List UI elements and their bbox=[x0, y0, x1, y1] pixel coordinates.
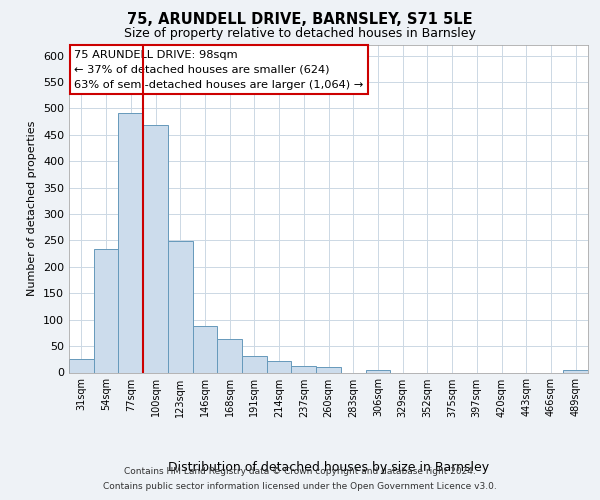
Bar bbox=[267, 361, 292, 372]
Bar bbox=[118, 113, 143, 372]
Text: Contains HM Land Registry data © Crown copyright and database right 2024.: Contains HM Land Registry data © Crown c… bbox=[124, 467, 476, 476]
Bar bbox=[242, 356, 267, 372]
Bar bbox=[316, 367, 341, 372]
X-axis label: Distribution of detached houses by size in Barnsley: Distribution of detached houses by size … bbox=[168, 461, 489, 474]
Bar bbox=[365, 370, 390, 372]
Y-axis label: Number of detached properties: Number of detached properties bbox=[28, 121, 37, 296]
Bar bbox=[143, 125, 168, 372]
Text: 75 ARUNDELL DRIVE: 98sqm
← 37% of detached houses are smaller (624)
63% of semi-: 75 ARUNDELL DRIVE: 98sqm ← 37% of detach… bbox=[74, 50, 364, 90]
Text: Contains public sector information licensed under the Open Government Licence v3: Contains public sector information licen… bbox=[103, 482, 497, 491]
Text: 75, ARUNDELL DRIVE, BARNSLEY, S71 5LE: 75, ARUNDELL DRIVE, BARNSLEY, S71 5LE bbox=[127, 12, 473, 28]
Bar bbox=[69, 360, 94, 372]
Bar bbox=[94, 250, 118, 372]
Bar bbox=[217, 339, 242, 372]
Bar bbox=[193, 326, 217, 372]
Bar bbox=[563, 370, 588, 372]
Bar bbox=[168, 241, 193, 372]
Bar bbox=[292, 366, 316, 372]
Text: Size of property relative to detached houses in Barnsley: Size of property relative to detached ho… bbox=[124, 28, 476, 40]
